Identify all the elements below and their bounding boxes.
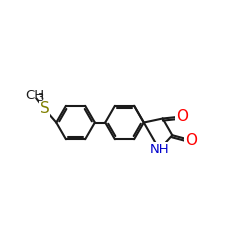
Text: CH: CH — [25, 88, 44, 102]
Text: NH: NH — [150, 143, 169, 156]
Text: O: O — [185, 133, 197, 148]
Text: O: O — [176, 109, 188, 124]
Text: S: S — [40, 102, 49, 116]
Text: 3: 3 — [38, 93, 44, 103]
